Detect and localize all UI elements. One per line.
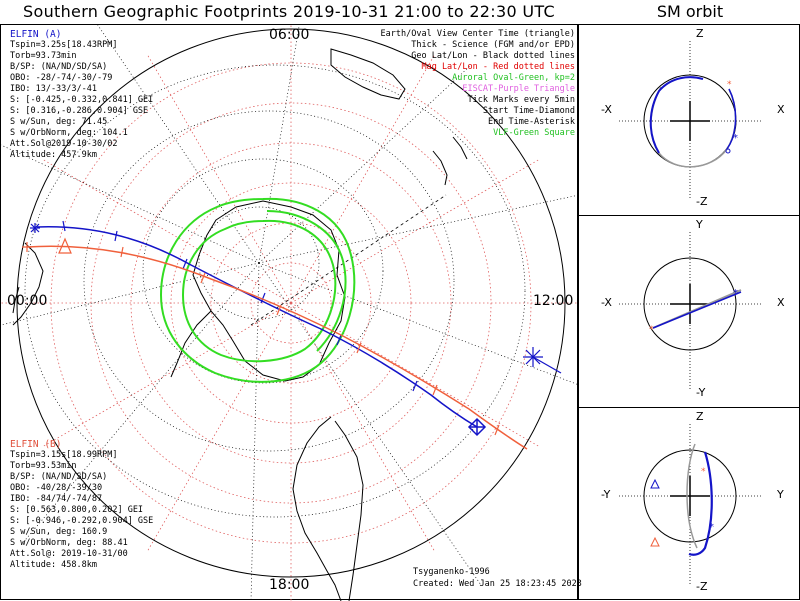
- elfin-a-line: Tspin=3.25s[18.43RPM]: [10, 40, 118, 50]
- elfin-b-line: Att.Sol@: 2019-10-31/00: [10, 549, 128, 559]
- sm-orbit-yz-plot: * *: [619, 424, 761, 584]
- elfin-a-sm-marker: [523, 347, 562, 374]
- madagascar-coast: [12, 286, 20, 314]
- polar-map: [1, 25, 579, 601]
- elfin-b-line: S w/Sun, deg: 160.9: [10, 527, 108, 537]
- elfin-a-start-diamond: [467, 417, 487, 437]
- sm3-axis-top: Z: [696, 410, 704, 423]
- map-legend: Earth/Oval View Center Time (triangle) T…: [381, 29, 575, 139]
- elfin-b-line: OBO: -40/28/-39/30: [10, 483, 103, 493]
- svg-text:*: *: [709, 522, 714, 533]
- elfin-a-name: ELFIN (A): [10, 29, 62, 40]
- coastlines: [12, 48, 468, 601]
- africa-coast: [12, 242, 44, 326]
- elfin-b-line: Tspin=3.15s[18.99RPM]: [10, 450, 118, 460]
- elfin-b-line: B/SP: (NA/ND/SD/SA): [10, 472, 108, 482]
- legend-item: Thick - Science (FGM and/or EPD): [411, 40, 575, 50]
- legend-item: Mag Lat/Lon - Red dotted lines: [421, 62, 575, 72]
- elfin-b-info: ELFIN (B) Tspin=3.15s[18.99RPM] Torb=93.…: [10, 439, 153, 571]
- sm1-axis-top: Z: [696, 27, 704, 40]
- legend-item: Start Time-Diamond: [482, 106, 575, 116]
- svg-text:*: *: [649, 325, 654, 335]
- elfin-b-ticks: [120, 246, 500, 436]
- auroral-oval: [159, 197, 356, 383]
- elfin-a-line: S w/OrbNorm, deg: 104.1: [10, 128, 128, 138]
- footprint-map-panel: 06:00 00:00 12:00 18:00 ELFIN (A) Tspin=…: [0, 24, 582, 601]
- sm2-axis-left: -X: [601, 296, 612, 309]
- elfin-b-line: S w/OrbNorm, deg: 88.41: [10, 538, 128, 548]
- sm3-axis-left: -Y: [601, 488, 611, 501]
- elfin-a-info: ELFIN (A) Tspin=3.25s[18.43RPM] Torb=93.…: [10, 29, 153, 161]
- svg-text:*: *: [733, 288, 738, 299]
- elfin-b-line: S: [0.563,0.800,0.202] GEI: [10, 505, 144, 515]
- sm2-axis-bottom: -Y: [696, 386, 706, 399]
- clock-label-left: 00:00: [7, 293, 48, 309]
- sm2-axis-right: X: [777, 296, 785, 309]
- elfin-a-line: B/SP: (NA/ND/SD/SA): [10, 62, 108, 72]
- legend-item: Earth/Oval View Center Time (triangle): [380, 29, 575, 39]
- elfin-a-line: Altitude: 457.9km: [10, 150, 97, 160]
- sm-orbit-xy-plot: * *: [619, 232, 761, 390]
- model-label: Tsyganenko-1996: [413, 567, 490, 577]
- elfin-b-line: IBO: -84/74/-74/87: [10, 494, 103, 504]
- antarctic-peninsula: [170, 310, 212, 378]
- sm2-axis-top: Y: [696, 218, 703, 231]
- elfin-a-ticks: [62, 220, 418, 392]
- elfin-a-line: S: [0.316,-0.286,0.904] GSE: [10, 106, 149, 116]
- elfin-b-end-asterisk: [22, 242, 32, 252]
- sm3-axis-bottom: -Z: [696, 580, 708, 593]
- legend-item: Geo Lat/Lon - Black dotted lines: [411, 51, 575, 61]
- clock-label-bottom: 18:00: [269, 577, 310, 593]
- svg-text:*: *: [727, 80, 732, 90]
- mag-lon-grid: [1, 25, 579, 601]
- elfin-b-line: S: [-0.946,-0.292,0.904] GSE: [10, 516, 154, 526]
- elfin-b-track: [26, 245, 528, 450]
- clock-label-top: 06:00: [269, 27, 310, 43]
- elfin-a-line: S: [-0.425,-0.332,0.841] GEI: [10, 95, 154, 105]
- legend-item: VLF-Green Square: [493, 128, 575, 138]
- clock-label-right: 12:00: [533, 293, 574, 309]
- elfin-b-line: Altitude: 458.8km: [10, 560, 97, 570]
- legend-item: Auroral Oval-Green, kp=2: [452, 73, 575, 83]
- elfin-a-line: S w/Sun, deg: 71.45: [10, 117, 108, 127]
- elfin-b-name: ELFIN (B): [10, 439, 62, 450]
- elfin-a-line: OBO: -28/-74/-30/-79: [10, 73, 113, 83]
- sm1-axis-right: X: [777, 103, 785, 116]
- geo-grid: [1, 25, 579, 601]
- sm-orbit-yz-panel: * * Z -Z -Y Y: [578, 407, 800, 600]
- sm3-axis-right: Y: [777, 488, 784, 501]
- elfin-b-view-triangle: [58, 237, 72, 254]
- svg-text:*: *: [701, 467, 706, 477]
- sm1-axis-bottom: -Z: [696, 195, 708, 208]
- elfin-a-line: IBO: 13/-33/3/-41: [10, 84, 97, 94]
- elfin-b-line: Torb=93.53min: [10, 461, 77, 471]
- legend-item: Tick Marks every 5min: [467, 95, 575, 105]
- legend-item: EISCAT-Purple Triangle: [462, 84, 575, 94]
- elfin-a-line: Torb=93.73min: [10, 51, 77, 61]
- south-america-coast: [292, 416, 364, 601]
- sm1-axis-left: -X: [601, 103, 612, 116]
- map-boundary: [16, 28, 566, 578]
- page-title: Southern Geographic Footprints 2019-10-3…: [23, 2, 555, 21]
- created-timestamp: Created: Wed Jan 25 18:23:45 2023: [413, 579, 582, 589]
- sm-orbit-xy-panel: * * Y -Y -X X: [578, 215, 800, 408]
- australia-coast: [330, 48, 406, 100]
- sm-orbit-xz-panel: * * Z -Z -X X: [578, 24, 800, 216]
- sm-orbit-title: SM orbit: [656, 2, 724, 21]
- elfin-a-line: Att.Sol@2019-10-30/02: [10, 139, 118, 149]
- elfin-a-track: [36, 226, 478, 428]
- new-zealand-coast: [432, 136, 468, 186]
- legend-item: End Time-Asterisk: [488, 117, 575, 127]
- elfin-a-end-asterisk: [30, 223, 40, 233]
- svg-text:*: *: [733, 133, 738, 144]
- sm-orbit-xz-plot: * *: [619, 41, 761, 199]
